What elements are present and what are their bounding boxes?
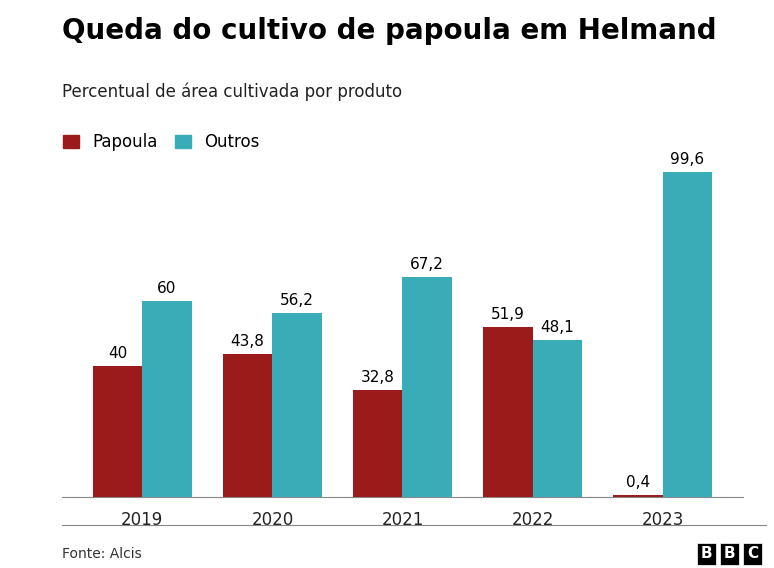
Text: 56,2: 56,2 <box>280 293 314 308</box>
Bar <box>663 172 712 496</box>
Text: Percentual de área cultivada por produto: Percentual de área cultivada por produto <box>62 82 402 101</box>
Bar <box>353 390 402 496</box>
Text: 51,9: 51,9 <box>491 307 525 323</box>
Text: Fonte: Alcis: Fonte: Alcis <box>62 547 142 561</box>
Text: C: C <box>747 546 758 561</box>
Text: 99,6: 99,6 <box>670 152 704 167</box>
Bar <box>142 301 192 496</box>
Text: 67,2: 67,2 <box>410 257 444 273</box>
Bar <box>223 354 272 496</box>
Text: 0,4: 0,4 <box>626 475 650 490</box>
Bar <box>613 495 663 496</box>
Bar <box>93 366 142 496</box>
Text: 32,8: 32,8 <box>361 370 395 385</box>
Text: Queda do cultivo de papoula em Helmand: Queda do cultivo de papoula em Helmand <box>62 17 717 45</box>
Text: B: B <box>724 546 735 561</box>
Bar <box>402 277 452 496</box>
Text: 60: 60 <box>157 281 176 296</box>
Text: 48,1: 48,1 <box>540 320 574 335</box>
Text: B: B <box>700 546 712 561</box>
Text: 40: 40 <box>108 346 127 361</box>
Bar <box>483 327 533 496</box>
Legend: Papoula, Outros: Papoula, Outros <box>63 133 260 151</box>
Bar <box>272 314 322 496</box>
Text: 43,8: 43,8 <box>231 334 265 349</box>
Bar <box>533 340 582 496</box>
